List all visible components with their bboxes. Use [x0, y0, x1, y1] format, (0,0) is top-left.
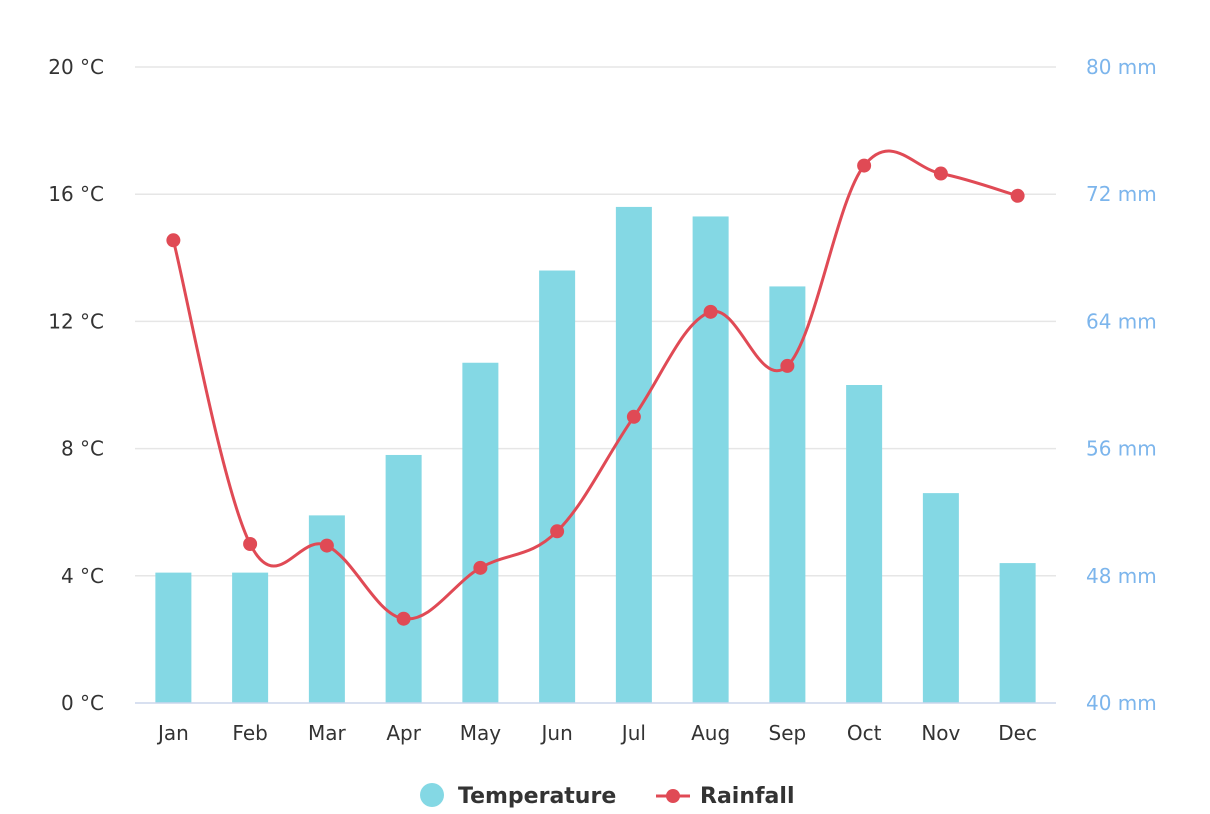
rainfall-point [243, 537, 258, 551]
legend-item-rainfall[interactable]: Rainfall [656, 784, 795, 809]
legend: Temperature Rainfall [420, 783, 795, 809]
x-tick-label: Feb [232, 721, 267, 745]
x-tick-label: Oct [847, 721, 882, 745]
right-y-tick-label: 64 mm [1086, 309, 1157, 333]
temperature-bar [692, 216, 729, 703]
rainfall-point [626, 409, 641, 424]
temperature-bar [999, 563, 1036, 703]
right-y-tick-label: 40 mm [1086, 691, 1157, 715]
rainfall-line-series [166, 149, 1025, 626]
x-tick-label: May [460, 721, 502, 745]
x-tick-label: Jun [540, 721, 573, 745]
rainfall-point [933, 166, 948, 181]
right-y-axis: 40 mm 48 mm 56 mm 64 mm 72 mm 80 mm [1086, 55, 1157, 715]
x-tick-label: Apr [386, 721, 421, 745]
temperature-bar [615, 206, 652, 704]
left-y-tick-label: 16 °C [48, 182, 104, 206]
x-tick-label: Mar [308, 721, 347, 745]
grid-lines [135, 66, 1056, 577]
rainfall-point [857, 158, 872, 173]
right-y-tick-label: 80 mm [1086, 55, 1157, 79]
rainfall-point [473, 560, 488, 575]
x-tick-label: Nov [921, 721, 960, 745]
rainfall-point [166, 233, 181, 248]
temperature-bar [385, 454, 422, 703]
temperature-bar [232, 572, 269, 703]
x-tick-label: Jul [620, 721, 646, 745]
temperature-bar [539, 270, 576, 703]
rainfall-point [319, 538, 334, 553]
rainfall-point [550, 524, 565, 539]
legend-temperature-label: Temperature [458, 784, 616, 809]
temperature-bars [155, 206, 1036, 704]
temperature-bar [462, 362, 499, 703]
x-tick-label: Dec [998, 721, 1037, 745]
right-y-tick-label: 72 mm [1086, 182, 1157, 206]
left-y-tick-label: 8 °C [61, 437, 104, 461]
temperature-bar [922, 493, 959, 703]
rainfall-point [780, 358, 795, 373]
rainfall-point [396, 611, 411, 626]
right-y-tick-label: 48 mm [1086, 564, 1157, 588]
left-y-axis: 0 °C 4 °C 8 °C 12 °C 16 °C 20 °C [48, 55, 104, 715]
rainfall-point [1010, 188, 1025, 203]
left-y-tick-label: 12 °C [48, 309, 104, 333]
legend-rainfall-label: Rainfall [700, 784, 795, 809]
x-tick-label: Aug [691, 721, 730, 745]
legend-temperature-swatch [420, 783, 444, 807]
x-tick-label: Sep [769, 721, 807, 745]
temperature-bar [846, 385, 883, 703]
rainfall-line [171, 149, 1019, 621]
rainfall-point [703, 304, 718, 319]
temperature-bar [155, 572, 192, 703]
left-y-tick-label: 20 °C [48, 55, 104, 79]
left-y-tick-label: 0 °C [61, 691, 104, 715]
legend-item-temperature[interactable]: Temperature [420, 783, 616, 809]
x-tick-label: Jan [156, 721, 189, 745]
x-axis: Jan Feb Mar Apr May Jun Jul Aug Sep Oct Nov Dec [135, 702, 1056, 745]
right-y-tick-label: 56 mm [1086, 437, 1157, 461]
left-y-tick-label: 4 °C [61, 564, 104, 588]
legend-rainfall-marker [666, 789, 680, 803]
temperature-bar [769, 286, 806, 703]
